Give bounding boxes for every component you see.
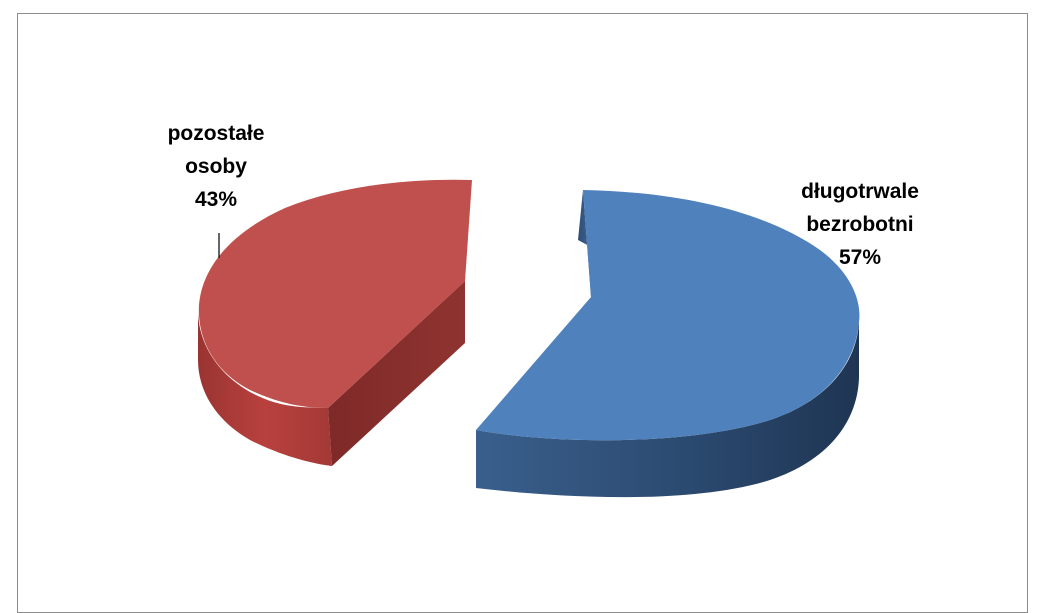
- label-line: długotrwale: [801, 180, 919, 203]
- slice-pozostale-side: [197, 307, 332, 466]
- data-label-pozostale-osoby: pozostałe osoby 43%: [126, 117, 306, 216]
- data-label-dlugotrwale-bezrobotni: długotrwale bezrobotni 57%: [760, 175, 960, 274]
- slice-pozostale-cut: [328, 281, 465, 466]
- slice-dlugotrwale-cut: [578, 190, 591, 297]
- slice-dlugotrwale-side: [476, 320, 859, 498]
- chart-area: [17, 13, 1028, 613]
- label-line: pozostałe: [167, 122, 265, 145]
- slice-dlugotrwale-bezrobotni: [476, 190, 860, 498]
- slice-pozostale-osoby: [197, 179, 473, 466]
- percent-label: 43%: [194, 188, 238, 211]
- slice-pozostale-top: [198, 179, 473, 408]
- slice-dlugotrwale-top: [476, 190, 860, 441]
- label-line: osoby: [185, 155, 247, 178]
- percent-label: 57%: [838, 246, 882, 269]
- label-line: bezrobotni: [806, 213, 914, 236]
